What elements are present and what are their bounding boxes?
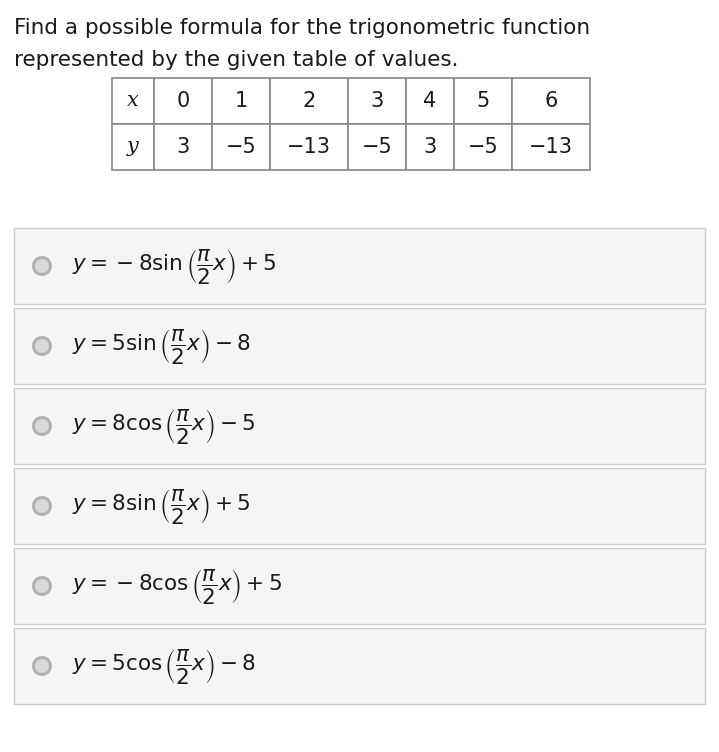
Text: 4: 4 [423, 91, 436, 111]
Text: 0: 0 [176, 91, 190, 111]
Bar [212, 124, 270, 170]
Text: −5: −5 [467, 137, 498, 157]
Bar [14, 548, 705, 624]
Text: 6: 6 [544, 91, 558, 111]
Circle shape [35, 659, 49, 673]
Text: Find a possible formula for the trigonometric function: Find a possible formula for the trigonom… [14, 18, 590, 38]
Circle shape [32, 656, 52, 676]
Bar [14, 628, 705, 704]
Bar [512, 78, 590, 124]
Circle shape [32, 416, 52, 436]
Bar [512, 124, 590, 170]
Circle shape [32, 496, 52, 516]
Bar [112, 78, 154, 124]
Bar [406, 78, 454, 124]
Text: represented by the given table of values.: represented by the given table of values… [14, 50, 459, 70]
Text: −5: −5 [226, 137, 257, 157]
Text: y: y [127, 138, 139, 156]
Circle shape [35, 579, 49, 593]
Text: −5: −5 [362, 137, 393, 157]
Text: $y = -8\cos\left(\dfrac{\pi}{2}x\right) + 5$: $y = -8\cos\left(\dfrac{\pi}{2}x\right) … [72, 566, 282, 605]
Text: 5: 5 [477, 91, 490, 111]
Bar [270, 124, 348, 170]
Bar [348, 124, 406, 170]
Text: $y = 5\sin\left(\dfrac{\pi}{2}x\right) - 8$: $y = 5\sin\left(\dfrac{\pi}{2}x\right) -… [72, 326, 251, 365]
Bar [454, 78, 512, 124]
Text: 3: 3 [370, 91, 384, 111]
Bar [14, 308, 705, 384]
Bar [454, 124, 512, 170]
Text: $y = -8\sin\left(\dfrac{\pi}{2}x\right) + 5$: $y = -8\sin\left(\dfrac{\pi}{2}x\right) … [72, 247, 277, 286]
Circle shape [35, 339, 49, 353]
Text: $y = 8\sin\left(\dfrac{\pi}{2}x\right) + 5$: $y = 8\sin\left(\dfrac{\pi}{2}x\right) +… [72, 487, 250, 526]
Text: $y = 8\cos\left(\dfrac{\pi}{2}x\right) - 5$: $y = 8\cos\left(\dfrac{\pi}{2}x\right) -… [72, 407, 255, 445]
Bar [406, 124, 454, 170]
Circle shape [35, 259, 49, 273]
Bar [154, 78, 212, 124]
Bar [154, 124, 212, 170]
Bar [14, 388, 705, 464]
Text: 3: 3 [423, 137, 436, 157]
Text: 3: 3 [176, 137, 190, 157]
Text: x: x [127, 92, 139, 111]
Bar [14, 228, 705, 304]
Circle shape [35, 419, 49, 433]
Bar [112, 124, 154, 170]
Circle shape [32, 576, 52, 596]
Bar [348, 78, 406, 124]
Text: $y = 5\cos\left(\dfrac{\pi}{2}x\right) - 8$: $y = 5\cos\left(\dfrac{\pi}{2}x\right) -… [72, 647, 256, 686]
Text: −13: −13 [287, 137, 331, 157]
Circle shape [32, 256, 52, 276]
Circle shape [32, 336, 52, 356]
Circle shape [35, 499, 49, 513]
Text: 2: 2 [303, 91, 316, 111]
Bar [212, 78, 270, 124]
Bar [14, 468, 705, 544]
Bar [270, 78, 348, 124]
Text: −13: −13 [529, 137, 573, 157]
Text: 1: 1 [234, 91, 247, 111]
